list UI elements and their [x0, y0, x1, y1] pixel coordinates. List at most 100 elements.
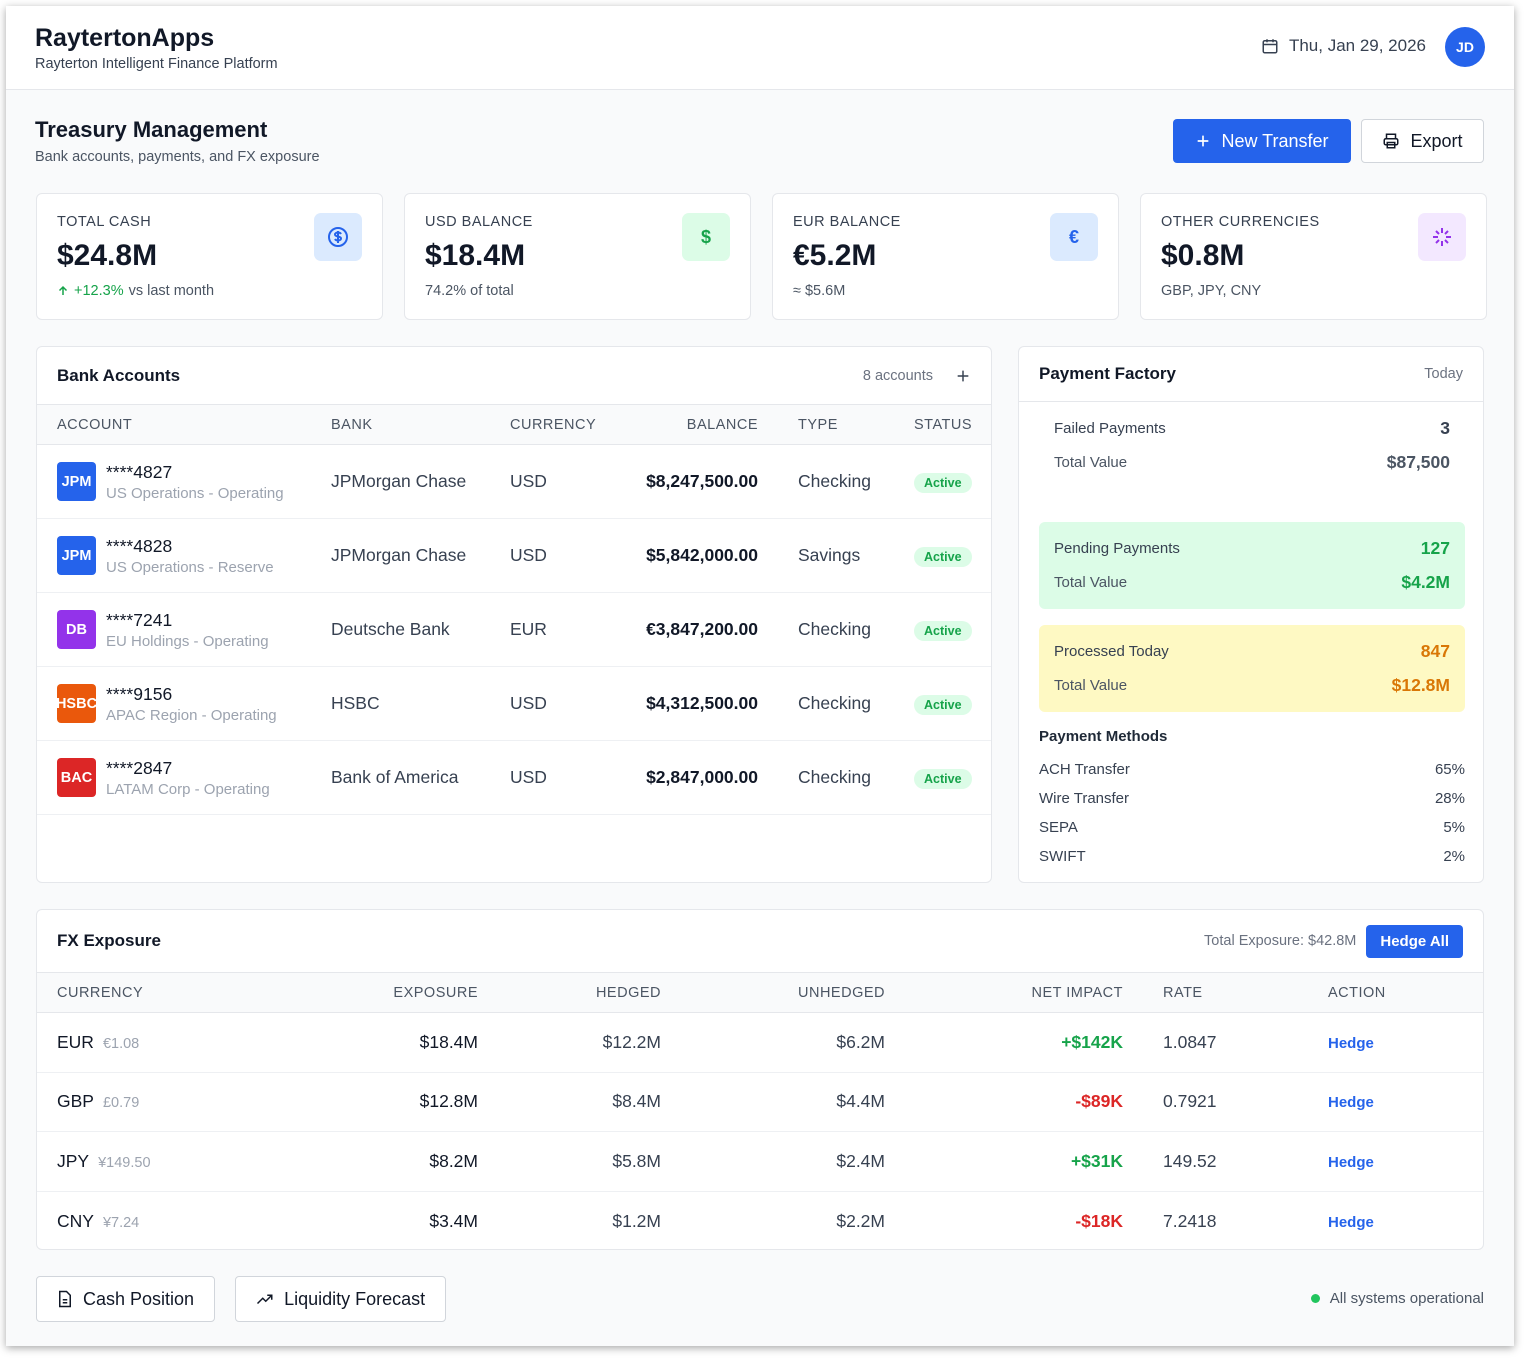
- account-type: Checking: [798, 767, 871, 787]
- currency-cell: JPY ¥149.50: [57, 1151, 297, 1172]
- new-transfer-button[interactable]: New Transfer: [1173, 119, 1351, 163]
- account-row[interactable]: JPM ****4828 US Operations - Reserve JPMorg…: [37, 519, 991, 593]
- stat-value: $24.8M: [57, 239, 158, 272]
- summary-label: Failed Payments: [1054, 420, 1166, 437]
- account-number: ****9156: [106, 683, 173, 704]
- action-cell: Hedge: [1328, 1151, 1465, 1172]
- account-info: ****7241 EU Holdings - Operating: [106, 610, 269, 650]
- payment-summary: Processed Today 847 Total Value $12.8M: [1039, 625, 1465, 712]
- hedge-all-button[interactable]: Hedge All: [1366, 924, 1463, 958]
- method-row: Wire Transfer 28%: [1039, 784, 1465, 813]
- unhedged: $2.4M: [836, 1150, 885, 1171]
- top-bar: RaytertonApps Rayterton Intelligent Fina…: [6, 6, 1514, 90]
- action-cell: Hedge: [1328, 1211, 1465, 1232]
- account-row[interactable]: JPM ****4827 US Operations - Operating JPMo…: [37, 445, 991, 519]
- app-name: RaytertonApps: [35, 24, 215, 52]
- balance: $2,847,000.00: [646, 767, 758, 787]
- payment-factory-card: Payment Factory Today Pending Payments 12…: [1018, 346, 1484, 883]
- total-exposure: Total Exposure: $42.8M: [1204, 933, 1357, 949]
- bank-logo: DB: [57, 610, 96, 649]
- column-header: CURRENCY: [57, 984, 144, 1001]
- method-row: SEPA 5%: [1039, 813, 1465, 842]
- hedged: $1.2M: [612, 1210, 661, 1231]
- net-impact: +$142K: [1061, 1031, 1123, 1052]
- net-impact: -$89K: [1075, 1091, 1123, 1112]
- bank-name: Bank of America: [331, 767, 459, 787]
- account-description: LATAM Corp - Operating: [106, 780, 270, 798]
- bank-name: JPMorgan Chase: [331, 545, 467, 565]
- currency: USD: [510, 693, 547, 713]
- summary-value-label: Total Value: [1054, 454, 1128, 471]
- exposure: $3.4M: [429, 1210, 478, 1231]
- account-cell: JPM ****4828 US Operations - Reserve: [57, 536, 331, 576]
- fx-row: EUR €1.08 $18.4M $12.2M $6.2M +$142K 1.0847 Hed…: [37, 1013, 1483, 1073]
- account-info: ****2847 LATAM Corp - Operating: [106, 758, 270, 798]
- status-badge: Active: [914, 694, 972, 715]
- account-number: ****4827: [106, 461, 173, 482]
- card-title: FX Exposure: [57, 931, 161, 950]
- currency-cell: GBP £0.79: [57, 1091, 297, 1112]
- bank-logo: HSBC: [56, 684, 97, 723]
- user-avatar[interactable]: JD: [1445, 27, 1485, 67]
- status-dot: [1310, 1294, 1320, 1303]
- account-number: ****2847: [106, 757, 173, 778]
- account-row[interactable]: BAC ****2847 LATAM Corp - Operating Bank of…: [37, 741, 991, 815]
- column-header: RATE: [1163, 984, 1203, 1001]
- column-header: HEDGED: [595, 984, 661, 1001]
- action-cell: Hedge: [1328, 1091, 1465, 1112]
- fx-row: GBP £0.79 $12.8M $8.4M $4.4M -$89K 0.7921 Hedge: [37, 1073, 1483, 1132]
- export-button[interactable]: Export: [1361, 119, 1484, 163]
- stat-icon: $: [682, 213, 730, 261]
- table-header: CURRENCY EXPOSURE HEDGED UNHEDGED NET IMPACT…: [37, 973, 1483, 1013]
- account-type: Checking: [798, 471, 871, 491]
- currency-code: GBP: [57, 1091, 94, 1112]
- hedged: $8.4M: [612, 1091, 661, 1112]
- net-impact: -$18K: [1075, 1210, 1123, 1231]
- method-name: ACH Transfer: [1039, 761, 1130, 778]
- account-row[interactable]: HSBC ****9156 APAC Region - Operating HSBC U…: [37, 667, 991, 741]
- cash-position-button[interactable]: Cash Position: [36, 1276, 216, 1322]
- page-title: Treasury Management: [35, 117, 268, 142]
- method-row: ACH Transfer 65%: [1039, 755, 1465, 784]
- status-badge: Active: [914, 768, 972, 789]
- summary-label: Pending Payments: [1054, 540, 1180, 557]
- hedge-link[interactable]: Hedge: [1328, 1153, 1374, 1171]
- hedge-link[interactable]: Hedge: [1328, 1213, 1374, 1231]
- printer-icon: [1383, 133, 1399, 149]
- hedge-link[interactable]: Hedge: [1328, 1034, 1374, 1052]
- stat-card: TOTAL CASH $24.8M +12.3% vs last month: [36, 193, 383, 320]
- account-row[interactable]: DB ****7241 EU Holdings - Operating Deutsch…: [37, 593, 991, 667]
- account-number: ****7241: [106, 609, 173, 630]
- stat-value: $0.8M: [1161, 239, 1245, 272]
- account-info: ****9156 APAC Region - Operating: [106, 684, 277, 724]
- account-cell: BAC ****2847 LATAM Corp - Operating: [57, 758, 331, 798]
- summary-label: Processed Today: [1054, 643, 1169, 660]
- account-cell: DB ****7241 EU Holdings - Operating: [57, 610, 331, 650]
- liquidity-forecast-button[interactable]: Liquidity Forecast: [235, 1276, 447, 1322]
- method-name: Wire Transfer: [1039, 790, 1130, 807]
- status-cell: Active: [914, 545, 973, 567]
- method-share: 65%: [1434, 761, 1465, 778]
- plus-icon: [1198, 135, 1209, 147]
- account-number: ****4828: [106, 535, 173, 556]
- add-account-button[interactable]: [955, 368, 971, 384]
- account-description: US Operations - Reserve: [106, 558, 274, 576]
- payment-summary: Failed Payments 3 Total Value $87,500: [1039, 402, 1465, 489]
- fx-exposure-card: FX Exposure Total Exposure: $42.8M Hedge…: [36, 909, 1484, 1250]
- bank-logo: JPM: [57, 536, 96, 575]
- card-header: Bank Accounts 8 accounts: [37, 347, 991, 405]
- column-header: BANK: [331, 416, 373, 433]
- hedge-link[interactable]: Hedge: [1328, 1094, 1374, 1112]
- card-header: FX Exposure Total Exposure: $42.8M Hedge…: [37, 910, 1483, 973]
- card-header: Payment Factory Today: [1019, 347, 1483, 402]
- balance: $5,842,000.00: [646, 545, 758, 565]
- column-header: UNHEDGED: [798, 984, 885, 1001]
- status-cell: Active: [914, 619, 973, 641]
- footer-actions: Cash Position Liquidity Forecast: [36, 1276, 447, 1322]
- app-subtitle: Rayterton Intelligent Finance Platform: [35, 56, 278, 72]
- currency: USD: [510, 471, 547, 491]
- account-type: Checking: [798, 693, 871, 713]
- methods-title: Payment Methods: [1039, 728, 1168, 745]
- bank-logo: BAC: [57, 758, 96, 797]
